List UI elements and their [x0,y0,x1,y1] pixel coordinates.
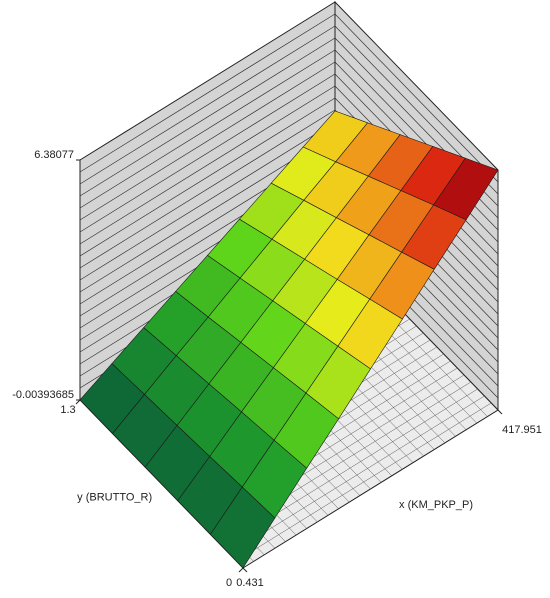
surface-cell [210,486,276,569]
wall-line [79,61,336,221]
y-axis-title: y (BRUTTO_R) [77,491,152,503]
wall-line [79,109,336,269]
wall-line [334,13,499,183]
x-tick [497,409,503,415]
x-tick-label: 417.951 [502,424,542,436]
wall-line [79,97,336,257]
wall-line [79,121,336,281]
wall-line [79,13,336,173]
y-tick [75,399,81,405]
y-tick-label: 1.3 [60,404,75,416]
x-axis-title: x (KM_PKP_P) [399,499,473,511]
z-tick-label: -0.00393685 [12,389,74,401]
wall-line [79,73,336,233]
y-tick [238,567,244,573]
y-tick-label: 0 [226,577,232,589]
x-tick-label: 0.431 [236,577,264,589]
wall-line [79,25,336,185]
wall-line [79,49,336,209]
wall-line [79,85,336,245]
z-tick-label: 6.38077 [34,149,74,161]
x-tick [242,567,248,573]
wall-line [79,37,336,197]
